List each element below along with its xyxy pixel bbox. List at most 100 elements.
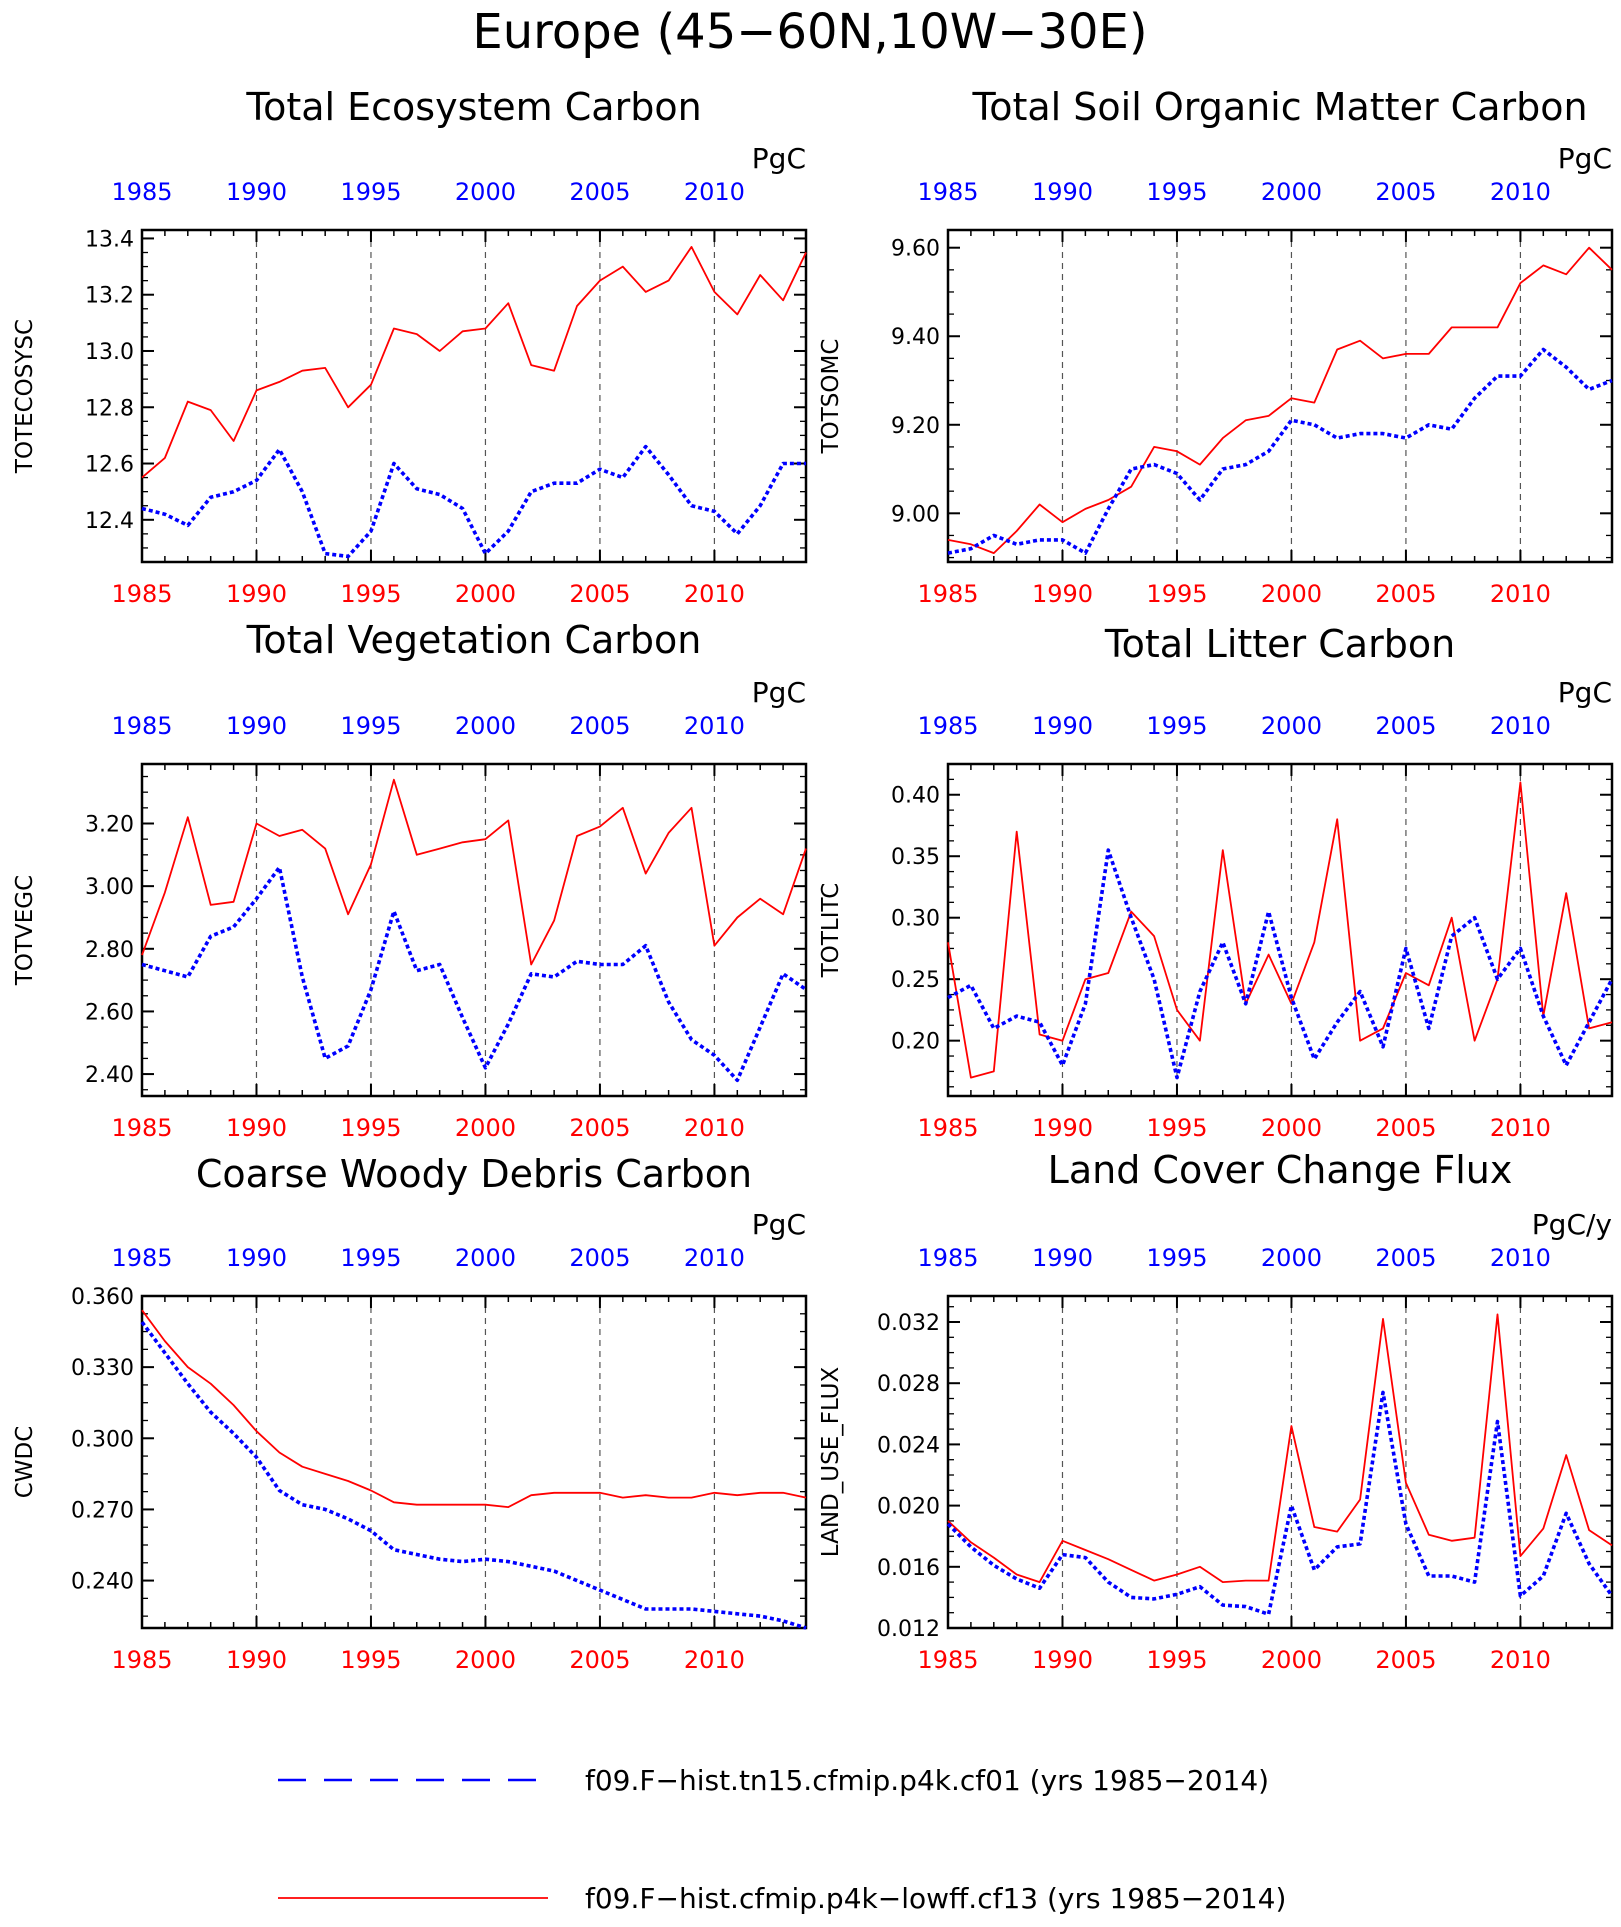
x-tick-label-top: 1985: [917, 712, 978, 740]
y-tick-label: 0.360: [71, 1285, 134, 1310]
x-tick-label-top: 2000: [1261, 178, 1322, 206]
x-tick-label-bottom: 2005: [569, 1646, 630, 1674]
legend: f09.F−hist.tn15.cfmip.p4k.cf01 (yrs 1985…: [278, 1764, 1286, 1915]
units-label: PgC: [1558, 142, 1612, 175]
x-tick-label-top: 1990: [226, 1244, 287, 1272]
x-tick-label-top: 2000: [455, 712, 516, 740]
series-line-red: [947, 1313, 1613, 1583]
series-line-red: [141, 778, 807, 966]
x-tick-label-top: 1985: [111, 1244, 172, 1272]
x-tick-label-top: 1995: [1146, 178, 1207, 206]
y-tick-label: 0.25: [891, 968, 940, 993]
series-line-red: [141, 245, 807, 479]
series-line-blue: [947, 347, 1613, 555]
x-tick-label-top: 1985: [917, 1244, 978, 1272]
x-tick-label-top: 2010: [1490, 178, 1551, 206]
series-line-blue: [141, 444, 806, 559]
x-tick-label-bottom: 2000: [455, 580, 516, 608]
chart-panel: Coarse Woody Debris Carbon 1985 1985 1990 19…: [12, 1152, 808, 1674]
x-tick-label-top: 2005: [569, 712, 630, 740]
x-tick-label-top: 2005: [1375, 712, 1436, 740]
y-tick-label: 3.20: [85, 813, 134, 838]
x-tick-label-bottom: 1995: [1146, 1646, 1207, 1674]
x-tick-label-top: 1985: [111, 712, 172, 740]
panel-title: Total Soil Organic Matter Carbon: [971, 85, 1587, 129]
plot-frame: [140, 762, 808, 1098]
x-tick-label-top: 2005: [1375, 1244, 1436, 1272]
y-tick-label: 0.028: [877, 1372, 940, 1397]
chart-panel: Total Vegetation Carbon 1985 1985 1990 1990 1…: [12, 618, 808, 1142]
series-line-red: [141, 1309, 807, 1508]
panel-title: Total Vegetation Carbon: [246, 618, 702, 662]
units-label: PgC: [752, 1208, 806, 1241]
x-tick-label-top: 2005: [569, 1244, 630, 1272]
x-tick-label-top: 2005: [569, 178, 630, 206]
x-tick-label-top: 1995: [340, 1244, 401, 1272]
x-tick-label-top: 2010: [1490, 1244, 1551, 1272]
y-tick-label: 0.270: [71, 1498, 134, 1523]
x-tick-label-bottom: 1990: [1032, 1114, 1093, 1142]
x-tick-label-top: 2000: [455, 178, 516, 206]
x-tick-label-bottom: 1995: [340, 580, 401, 608]
x-tick-label-bottom: 1985: [111, 1114, 172, 1142]
x-tick-label-bottom: 1990: [226, 580, 287, 608]
plot-frame: [946, 1294, 1614, 1630]
x-tick-label-top: 2010: [684, 712, 745, 740]
x-tick-label-top: 1995: [340, 712, 401, 740]
y-tick-label: 0.016: [877, 1556, 940, 1581]
x-tick-label-top: 1990: [226, 712, 287, 740]
plot-frame: [946, 762, 1614, 1098]
x-tick-label-bottom: 2010: [1490, 1114, 1551, 1142]
figure-title: Europe (45−60N,10W−30E): [472, 4, 1147, 60]
y-tick-label: 2.40: [85, 1063, 134, 1088]
y-tick-label: 12.8: [85, 396, 134, 421]
x-tick-label-bottom: 1995: [340, 1114, 401, 1142]
series-line-red: [947, 781, 1613, 1079]
panel-title: Land Cover Change Flux: [1048, 1148, 1513, 1192]
series-line-blue: [947, 848, 1614, 1080]
x-tick-label-bottom: 1985: [917, 1646, 978, 1674]
x-tick-label-bottom: 1985: [917, 1114, 978, 1142]
y-tick-label: 0.30: [891, 907, 940, 932]
y-axis-label: CWDC: [12, 1426, 38, 1499]
chart-panel: Total Ecosystem Carbon 1985 1985 1990 1990 19…: [12, 85, 808, 608]
x-tick-label-top: 1995: [1146, 712, 1207, 740]
x-tick-label-bottom: 2005: [1375, 1114, 1436, 1142]
series-line-red: [947, 246, 1613, 554]
y-tick-label: 9.20: [891, 414, 940, 439]
x-tick-label-bottom: 2005: [569, 1114, 630, 1142]
y-tick-label: 9.00: [891, 502, 940, 527]
x-tick-label-bottom: 1990: [226, 1646, 287, 1674]
x-tick-label-top: 1990: [1032, 1244, 1093, 1272]
x-tick-label-bottom: 2010: [684, 580, 745, 608]
chart-panel: Total Soil Organic Matter Carbon 1985 1985…: [818, 85, 1614, 608]
x-tick-label-bottom: 2000: [455, 1114, 516, 1142]
panel-title: Total Ecosystem Carbon: [245, 85, 701, 129]
y-axis-label: TOTECOSYSC: [12, 319, 38, 474]
x-tick-label-top: 2010: [1490, 712, 1551, 740]
x-tick-label-bottom: 1990: [1032, 1646, 1093, 1674]
x-tick-label-top: 1990: [226, 178, 287, 206]
units-label: PgC: [752, 676, 806, 709]
x-tick-label-bottom: 1990: [226, 1114, 287, 1142]
plot-frame: [140, 1294, 808, 1630]
x-tick-label-bottom: 1995: [1146, 1114, 1207, 1142]
x-tick-label-bottom: 2005: [1375, 1646, 1436, 1674]
series-line-blue: [141, 865, 808, 1083]
y-tick-label: 12.6: [85, 453, 134, 478]
y-tick-label: 3.00: [85, 875, 134, 900]
x-tick-label-bottom: 1985: [111, 580, 172, 608]
plot-frame: [946, 228, 1614, 564]
y-tick-label: 2.60: [85, 1000, 134, 1025]
x-tick-label-bottom: 2010: [684, 1114, 745, 1142]
x-tick-label-top: 1990: [1032, 178, 1093, 206]
y-axis-label: LAND_USE_FLUX: [818, 1367, 844, 1558]
x-tick-label-top: 2000: [1261, 1244, 1322, 1272]
x-tick-label-top: 1990: [1032, 712, 1093, 740]
y-tick-label: 0.032: [877, 1311, 940, 1336]
x-tick-label-bottom: 1985: [111, 1646, 172, 1674]
x-tick-label-bottom: 2010: [684, 1646, 745, 1674]
y-tick-label: 0.35: [891, 845, 940, 870]
units-label: PgC/y: [1532, 1208, 1612, 1241]
